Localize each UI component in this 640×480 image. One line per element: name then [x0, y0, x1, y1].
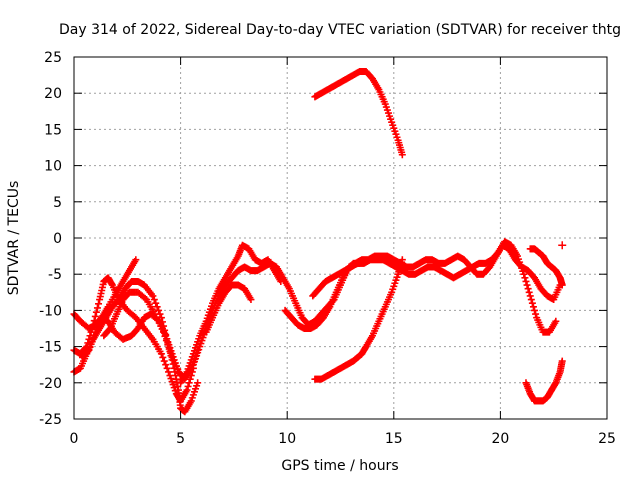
- data-point: [158, 318, 166, 326]
- data-point: [183, 386, 191, 394]
- data-point: [524, 285, 532, 293]
- x-tick-label: 0: [70, 431, 79, 447]
- y-axis-label: SDTVAR / TECUs: [6, 181, 22, 296]
- data-point: [398, 151, 406, 159]
- series-arc-11: [311, 256, 406, 383]
- data-point: [163, 364, 171, 372]
- y-tick-label: -20: [39, 376, 62, 392]
- series-arc-10: [309, 238, 560, 336]
- data-point: [552, 317, 560, 325]
- data-point: [160, 328, 168, 336]
- y-axis-ticks: -25 -20 -15 -10 -5 0 5 10 15 20 25: [39, 50, 607, 428]
- data-point: [165, 368, 173, 376]
- data-point: [184, 382, 192, 390]
- data-point: [523, 281, 531, 289]
- data-points: [70, 67, 567, 416]
- series-arc-8: [202, 281, 255, 336]
- x-tick-label: 5: [176, 431, 185, 447]
- data-point: [528, 299, 536, 307]
- chart-title: Day 314 of 2022, Sidereal Day-to-day VTE…: [59, 22, 621, 38]
- x-tick-label: 20: [491, 431, 509, 447]
- data-point: [92, 308, 100, 316]
- data-point: [153, 303, 161, 311]
- data-point: [162, 361, 170, 369]
- data-point: [155, 306, 163, 314]
- data-point: [526, 292, 534, 300]
- data-point: [84, 347, 92, 355]
- data-point: [529, 303, 537, 311]
- data-point: [132, 256, 140, 264]
- data-point: [165, 345, 173, 353]
- y-tick-label: -25: [39, 412, 62, 428]
- series-arc-13: [526, 245, 566, 289]
- y-tick-label: 5: [53, 195, 62, 211]
- x-axis-label: GPS time / hours: [281, 458, 398, 474]
- data-point: [187, 372, 195, 380]
- data-point: [527, 296, 535, 304]
- y-tick-label: -5: [48, 267, 62, 283]
- x-tick-label: 15: [385, 431, 403, 447]
- data-point: [194, 379, 202, 387]
- x-axis-ticks: 0 5 10 15 20 25: [70, 57, 616, 447]
- data-point: [160, 357, 168, 365]
- data-point: [95, 300, 103, 308]
- data-point: [167, 349, 175, 357]
- data-point: [558, 281, 566, 289]
- y-tick-label: 10: [44, 159, 62, 175]
- data-point: [162, 337, 170, 345]
- y-tick-label: 15: [44, 122, 62, 138]
- y-tick-label: 0: [53, 231, 62, 247]
- data-point: [91, 312, 99, 320]
- data-point: [521, 274, 529, 282]
- data-point: [88, 325, 96, 332]
- x-tick-label: 10: [278, 431, 296, 447]
- data-point: [185, 379, 193, 387]
- data-point: [520, 270, 528, 278]
- grid-lines: [74, 57, 607, 419]
- data-point: [105, 326, 113, 334]
- data-point: [159, 353, 167, 361]
- data-point: [90, 317, 98, 325]
- data-point: [161, 332, 169, 340]
- x-tick-label: 25: [598, 431, 616, 447]
- data-point: [531, 306, 539, 314]
- series-arc-4: [79, 256, 140, 361]
- data-point: [525, 288, 533, 296]
- data-point: [152, 299, 160, 307]
- data-point: [93, 304, 101, 312]
- data-point: [558, 357, 566, 365]
- data-point: [398, 256, 406, 264]
- data-point: [149, 292, 157, 300]
- data-point: [186, 375, 194, 383]
- data-point: [164, 341, 172, 349]
- y-tick-label: 20: [44, 86, 62, 102]
- data-point: [84, 339, 92, 347]
- series-arc-14: [522, 357, 566, 405]
- data-point: [522, 277, 530, 285]
- y-tick-label: -10: [39, 303, 62, 319]
- data-point: [157, 350, 165, 358]
- series-point-1: [558, 241, 567, 250]
- series-arc-9: [281, 241, 564, 332]
- data-point: [532, 310, 540, 318]
- series-arc-12: [311, 67, 406, 159]
- data-point: [141, 294, 149, 302]
- series-arc-5: [100, 288, 185, 380]
- data-point: [150, 296, 158, 304]
- data-point: [247, 296, 255, 304]
- y-tick-label: -15: [39, 340, 62, 356]
- y-tick-label: 25: [44, 50, 62, 66]
- data-point: [558, 241, 567, 250]
